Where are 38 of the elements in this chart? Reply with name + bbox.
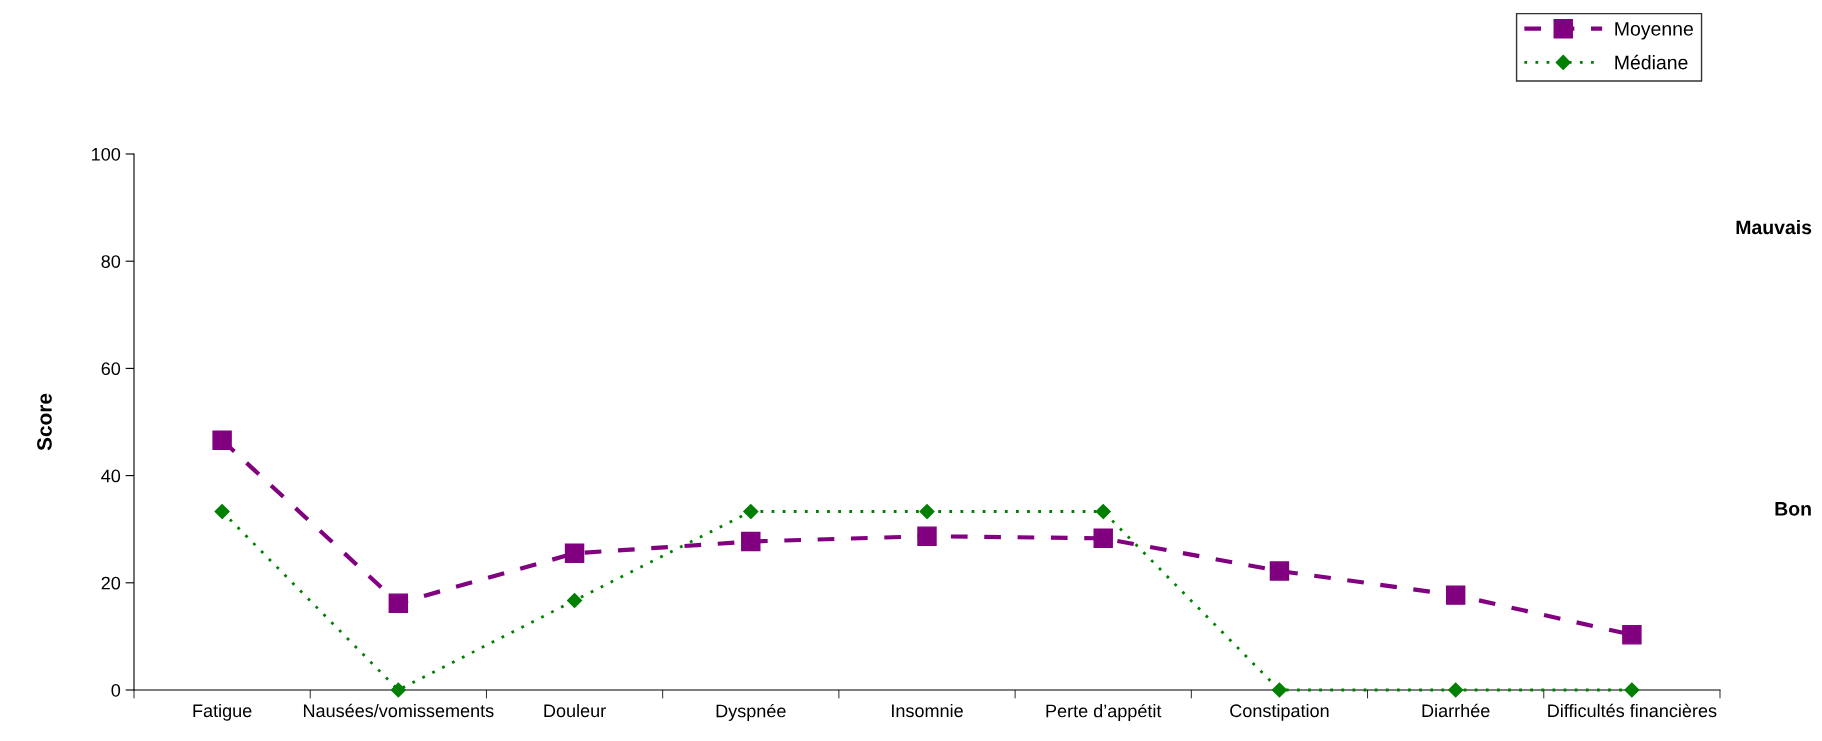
legend-label: Moyenne (1615, 22, 1693, 40)
x-tick-label: Insomnie (892, 703, 963, 718)
x-tick-label: Diarrhée (1422, 703, 1490, 718)
point (214, 503, 230, 520)
point (1445, 585, 1466, 605)
point (1624, 682, 1640, 698)
point (743, 503, 759, 520)
point (390, 682, 406, 698)
point (566, 592, 583, 609)
x-tick-label: Perte d’appétit (1046, 703, 1162, 721)
point (741, 531, 761, 552)
x-tick-label: Constipation (1230, 703, 1329, 721)
y-tick-label: 80 (101, 255, 121, 268)
y-tick-label: 20 (101, 576, 121, 590)
legend-label: Médiane (1615, 54, 1688, 70)
point (919, 503, 935, 520)
y-tick-label: 60 (101, 362, 121, 376)
x-tick-label: Fatigue (193, 703, 252, 721)
x-tick-label: Dyspnée (716, 703, 786, 721)
text: Mauvais (1736, 219, 1812, 235)
point (564, 543, 585, 564)
x-tick-label: Difficultés financières (1548, 703, 1717, 718)
point (1622, 625, 1642, 645)
point (388, 593, 409, 613)
y-tick-label: 0 (111, 683, 121, 697)
point (1269, 561, 1290, 581)
x-tick-label: Nausées/vomissements (303, 703, 494, 718)
text: Bon (1775, 502, 1811, 516)
y-tick-label: 40 (101, 469, 121, 483)
y-axis-title: Score (37, 393, 52, 451)
x-tick-label: Douleur (544, 703, 606, 718)
point (1095, 503, 1111, 520)
point (1448, 682, 1464, 698)
point (1093, 528, 1113, 549)
point (212, 430, 232, 450)
point (917, 526, 937, 546)
point (1271, 682, 1288, 698)
y-tick-label: 100 (92, 147, 121, 161)
